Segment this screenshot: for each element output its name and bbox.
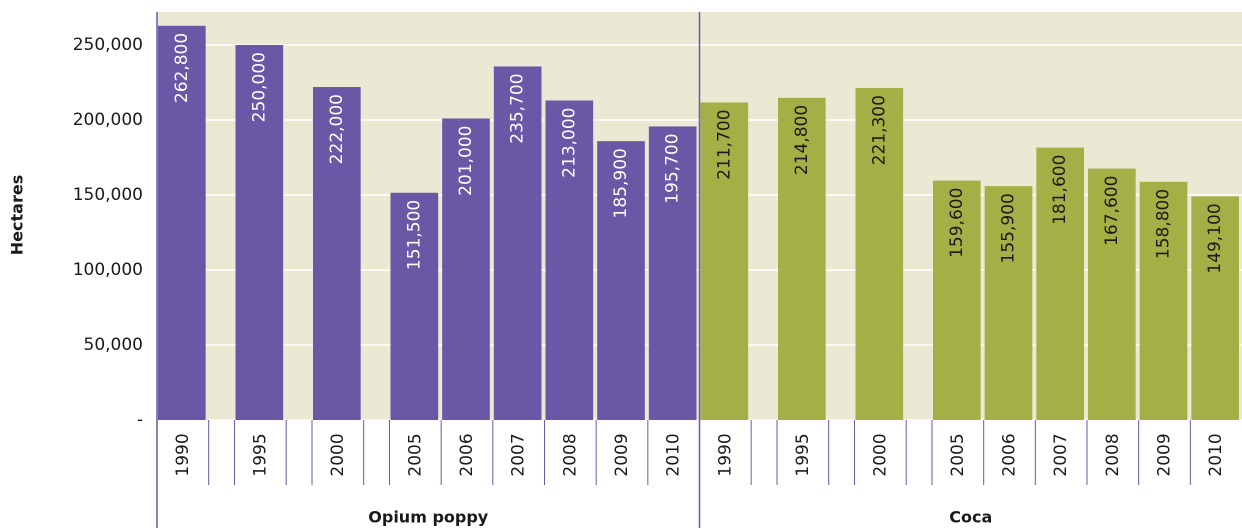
data-label: 235,700 — [508, 73, 528, 143]
data-label: 250,000 — [249, 52, 269, 122]
data-label: 185,900 — [611, 148, 631, 218]
bar — [1088, 168, 1136, 420]
bar — [493, 66, 542, 420]
bar — [313, 87, 361, 420]
bar — [1191, 196, 1239, 420]
data-label: 222,000 — [327, 94, 347, 164]
group-label: Coca — [949, 508, 992, 527]
data-label: 167,600 — [1102, 176, 1122, 246]
x-tick-label: 1995 — [793, 433, 813, 476]
x-tick-label: 2010 — [1206, 433, 1226, 476]
data-label: 158,800 — [1154, 189, 1174, 259]
x-tick-label: 2007 — [509, 433, 529, 476]
bar — [778, 97, 826, 421]
x-tick-label: 1990 — [715, 433, 735, 476]
bar — [235, 45, 284, 420]
x-tick-label: 2006 — [457, 433, 477, 476]
y-axis-label: Hectares — [8, 175, 27, 255]
data-label: 201,000 — [456, 126, 476, 196]
group-label: Opium poppy — [368, 508, 489, 527]
x-tick-label: 2009 — [612, 433, 632, 476]
data-label: 262,800 — [172, 33, 192, 103]
bar — [158, 25, 206, 421]
bar — [597, 141, 645, 420]
data-label: 213,000 — [559, 108, 579, 178]
x-tick-label: 2007 — [1051, 433, 1071, 476]
x-tick-label: 2000 — [870, 433, 890, 476]
bar — [545, 100, 594, 420]
x-tick-label: 1990 — [173, 433, 193, 476]
y-tick-label: 50,000 — [84, 335, 143, 355]
y-tick-label: - — [137, 410, 143, 430]
x-tick-label: 2010 — [664, 433, 684, 476]
y-tick-label: 200,000 — [73, 110, 143, 130]
data-label: 195,700 — [663, 133, 683, 203]
x-tick-label: 1995 — [250, 433, 270, 476]
data-label: 159,600 — [947, 188, 967, 258]
x-tick-label: 2008 — [1103, 433, 1123, 476]
y-tick-label: 250,000 — [73, 35, 143, 55]
x-tick-label: 2009 — [1155, 433, 1175, 476]
x-tick-label: 2006 — [1000, 433, 1020, 476]
bar — [1139, 181, 1188, 420]
bar — [984, 186, 1033, 420]
x-tick-label: 2005 — [948, 433, 968, 476]
bar — [390, 192, 439, 420]
bar — [1036, 147, 1084, 420]
data-label: 149,100 — [1205, 203, 1225, 273]
x-tick-label: 2008 — [560, 433, 580, 476]
x-tick-label: 2000 — [328, 433, 348, 476]
data-label: 214,800 — [792, 105, 812, 175]
data-label: 151,500 — [404, 200, 424, 270]
bar — [700, 102, 749, 420]
data-label: 155,900 — [999, 193, 1019, 263]
y-tick-label: 100,000 — [73, 260, 143, 280]
data-label: 181,600 — [1050, 155, 1070, 225]
bar — [648, 126, 697, 420]
data-label: 221,300 — [869, 95, 889, 165]
data-label: 211,700 — [714, 109, 734, 179]
bar — [442, 118, 490, 420]
x-tick-label: 2005 — [405, 433, 425, 476]
bar — [933, 180, 981, 420]
bar — [855, 88, 904, 421]
y-tick-label: 150,000 — [73, 185, 143, 205]
